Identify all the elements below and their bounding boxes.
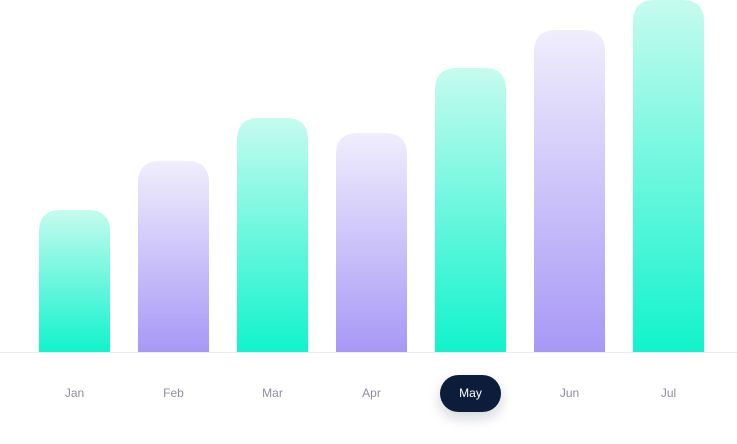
bar-jan[interactable] [39,210,110,352]
x-tick-label-mar[interactable]: Mar [262,386,283,400]
x-tick-label-feb[interactable]: Feb [163,386,184,400]
month-labels: Jan Feb Mar Apr May Jun Jul [65,375,676,412]
bar-jul[interactable] [633,0,704,352]
bar-feb[interactable] [138,161,209,352]
bars-layer [39,0,704,352]
bar-may[interactable] [435,68,506,352]
bar-apr[interactable] [336,133,407,352]
bar-jun[interactable] [534,30,605,352]
x-tick-label-jan[interactable]: Jan [65,386,84,400]
selected-month-pill[interactable] [440,375,501,412]
x-tick-label-jun[interactable]: Jun [560,386,579,400]
x-tick-label-apr[interactable]: Apr [362,386,381,400]
bar-mar[interactable] [237,118,308,352]
x-tick-label-may[interactable]: May [459,386,482,400]
x-tick-label-jul[interactable]: Jul [661,386,676,400]
